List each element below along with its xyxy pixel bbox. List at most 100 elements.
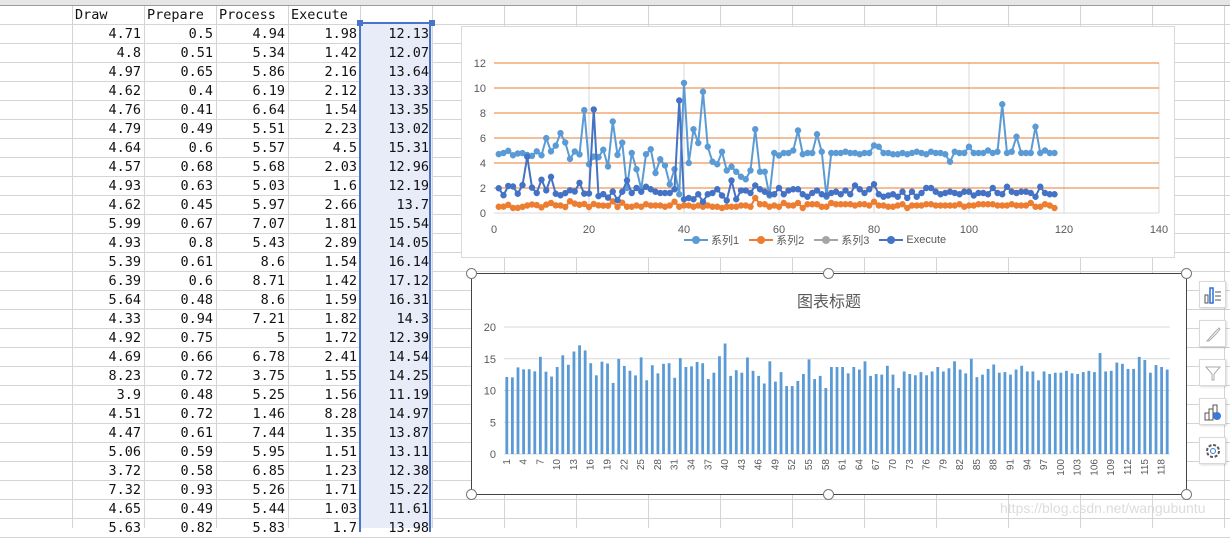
table-cell[interactable]: 12.96	[388, 159, 429, 175]
table-cell[interactable]: 5.25	[252, 387, 285, 403]
table-cell[interactable]: 2.16	[324, 64, 357, 80]
table-cell[interactable]: 1.98	[324, 26, 357, 42]
table-cell[interactable]: 15.54	[388, 216, 429, 232]
table-cell[interactable]: 4.33	[108, 311, 141, 327]
table-cell[interactable]: 13.02	[388, 121, 429, 137]
table-cell[interactable]: 1.71	[324, 482, 357, 498]
table-cell[interactable]: 1.23	[324, 463, 357, 479]
table-cell[interactable]: 5.43	[252, 235, 285, 251]
table-cell[interactable]: 0.61	[180, 425, 213, 441]
table-cell[interactable]: 5.83	[252, 520, 285, 536]
table-cell[interactable]: 0.49	[180, 501, 213, 517]
table-cell[interactable]: 0.5	[188, 26, 213, 42]
table-cell[interactable]: 4.71	[108, 26, 141, 42]
table-cell[interactable]: 1.82	[324, 311, 357, 327]
table-cell[interactable]: 1.42	[324, 45, 357, 61]
table-cell[interactable]: 3.75	[252, 368, 285, 384]
table-cell[interactable]: 1.35	[324, 425, 357, 441]
bar-chart[interactable]: 图表标题 0 5 10 15 20 1 4 7 10 13 16 19 22 25 28 31 34 37 40 43…	[471, 273, 1187, 495]
table-cell[interactable]: 14.25	[388, 368, 429, 384]
table-cell[interactable]: 0.75	[180, 330, 213, 346]
table-cell[interactable]: 0.4	[188, 83, 213, 99]
table-cell[interactable]: 0.65	[180, 64, 213, 80]
table-cell[interactable]: 4.62	[108, 197, 141, 213]
chart-settings-button[interactable]	[1199, 437, 1226, 464]
selected-column-f[interactable]	[360, 24, 432, 528]
table-cell[interactable]: 0.72	[180, 368, 213, 384]
table-cell[interactable]: 5.86	[252, 64, 285, 80]
table-cell[interactable]: 0.45	[180, 197, 213, 213]
table-cell[interactable]: 2.41	[324, 349, 357, 365]
table-cell[interactable]: 4.8	[116, 45, 141, 61]
table-cell[interactable]: 6.64	[252, 102, 285, 118]
table-cell[interactable]: 1.6	[332, 178, 357, 194]
table-cell[interactable]: 4.76	[108, 102, 141, 118]
chart-filters-button[interactable]	[1199, 359, 1226, 386]
table-cell[interactable]: 1.81	[324, 216, 357, 232]
table-cell[interactable]: 0.72	[180, 406, 213, 422]
table-cell[interactable]: 3.9	[116, 387, 141, 403]
table-cell[interactable]: 4.69	[108, 349, 141, 365]
table-cell[interactable]: 4.94	[252, 26, 285, 42]
table-cell[interactable]: 12.07	[388, 45, 429, 61]
table-cell[interactable]: 12.39	[388, 330, 429, 346]
table-cell[interactable]: 16.14	[388, 254, 429, 270]
table-cell[interactable]: 1.55	[324, 368, 357, 384]
table-cell[interactable]: 1.42	[324, 273, 357, 289]
table-cell[interactable]: 0.93	[180, 482, 213, 498]
table-cell[interactable]: 5.26	[252, 482, 285, 498]
table-cell[interactable]: 8.6	[260, 292, 285, 308]
legend-item[interactable]: 系列3	[814, 232, 869, 248]
table-cell[interactable]: 8.71	[252, 273, 285, 289]
table-cell[interactable]: 12.19	[388, 178, 429, 194]
table-cell[interactable]: 1.46	[252, 406, 285, 422]
column-header-bar[interactable]	[0, 0, 1230, 6]
table-cell[interactable]: 5.34	[252, 45, 285, 61]
table-cell[interactable]: 11.19	[388, 387, 429, 403]
table-cell[interactable]: 0.68	[180, 159, 213, 175]
legend-item[interactable]: Execute	[879, 234, 946, 246]
table-cell[interactable]: 0.49	[180, 121, 213, 137]
table-cell[interactable]: 3.72	[108, 463, 141, 479]
chart-elements-button[interactable]	[1199, 281, 1226, 308]
table-cell[interactable]: 1.72	[324, 330, 357, 346]
table-cell[interactable]: 4.93	[108, 178, 141, 194]
table-cell[interactable]: 14.3	[396, 311, 429, 327]
table-cell[interactable]: 6.39	[108, 273, 141, 289]
table-cell[interactable]: 1.54	[324, 102, 357, 118]
table-cell[interactable]: 0.6	[188, 273, 213, 289]
resize-handle-br[interactable]	[1181, 489, 1192, 500]
table-cell[interactable]: 5.51	[252, 121, 285, 137]
table-cell[interactable]: 5.97	[252, 197, 285, 213]
table-cell[interactable]: 0.67	[180, 216, 213, 232]
selection-handle-left[interactable]	[357, 20, 363, 26]
table-cell[interactable]: 15.31	[388, 140, 429, 156]
table-cell[interactable]: 1.03	[324, 501, 357, 517]
resize-handle-tl[interactable]	[466, 268, 477, 279]
table-cell[interactable]: 1.56	[324, 387, 357, 403]
header-cell[interactable]: Process	[219, 7, 276, 23]
table-cell[interactable]: 0.82	[180, 520, 213, 536]
table-cell[interactable]: 5.95	[252, 444, 285, 460]
header-cell[interactable]: Draw	[75, 7, 108, 23]
selection-handle-right[interactable]	[429, 20, 435, 26]
table-cell[interactable]: 8.28	[324, 406, 357, 422]
table-cell[interactable]: 0.6	[188, 140, 213, 156]
table-cell[interactable]: 4.65	[108, 501, 141, 517]
line-chart[interactable]: 0 20 40 60 80 100 120 140 0 2 4 6 8 10 12 系列1 系列2 系列3 Exe…	[461, 26, 1175, 258]
table-cell[interactable]: 0.58	[180, 463, 213, 479]
table-cell[interactable]: 4.57	[108, 159, 141, 175]
table-cell[interactable]: 13.35	[388, 102, 429, 118]
legend-item[interactable]: 系列1	[684, 232, 739, 248]
table-cell[interactable]: 6.78	[252, 349, 285, 365]
table-cell[interactable]: 5.63	[108, 520, 141, 536]
resize-handle-bl[interactable]	[466, 489, 477, 500]
table-cell[interactable]: 1.7	[332, 520, 357, 536]
table-cell[interactable]: 4.92	[108, 330, 141, 346]
table-cell[interactable]: 4.79	[108, 121, 141, 137]
table-cell[interactable]: 0.59	[180, 444, 213, 460]
table-cell[interactable]: 4.93	[108, 235, 141, 251]
table-cell[interactable]: 14.97	[388, 406, 429, 422]
table-cell[interactable]: 2.03	[324, 159, 357, 175]
table-cell[interactable]: 2.66	[324, 197, 357, 213]
